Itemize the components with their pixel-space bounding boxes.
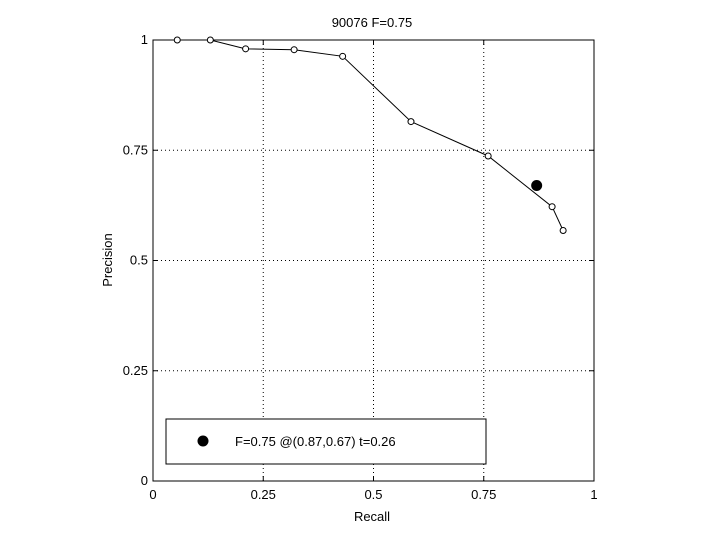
legend-label: F=0.75 @(0.87,0.67) t=0.26 <box>235 434 396 449</box>
data-point <box>206 36 214 44</box>
data-point <box>407 118 415 126</box>
y-tick-label: 1 <box>141 32 148 47</box>
y-tick-label: 0.75 <box>123 142 148 157</box>
chart-title: 90076 F=0.75 <box>332 15 413 30</box>
data-point <box>242 45 250 53</box>
y-tick-label: 0 <box>141 473 148 488</box>
data-point <box>484 152 492 160</box>
grid <box>153 40 594 481</box>
axis-ticks: 0 0.25 0.5 0.75 1 0 0.25 0.5 0.75 1 <box>123 32 598 502</box>
legend: F=0.75 @(0.87,0.67) t=0.26 <box>165 418 487 465</box>
x-axis-label: Recall <box>354 509 390 524</box>
legend-marker <box>197 435 209 447</box>
data-point <box>290 46 298 54</box>
data-series <box>173 36 567 235</box>
data-point <box>339 52 347 60</box>
y-tick-label: 0.5 <box>130 253 148 268</box>
x-tick-label: 0.5 <box>364 487 382 502</box>
y-axis-label: Precision <box>100 233 115 286</box>
x-tick-label: 0.75 <box>471 487 496 502</box>
data-point <box>559 227 567 235</box>
y-tick-label: 0.25 <box>123 363 148 378</box>
x-tick-label: 0.25 <box>251 487 276 502</box>
data-point <box>173 36 181 44</box>
legend-box <box>165 418 487 465</box>
best-f-point <box>531 180 543 192</box>
x-tick-label: 1 <box>590 487 597 502</box>
x-tick-label: 0 <box>149 487 156 502</box>
data-point <box>548 203 556 211</box>
